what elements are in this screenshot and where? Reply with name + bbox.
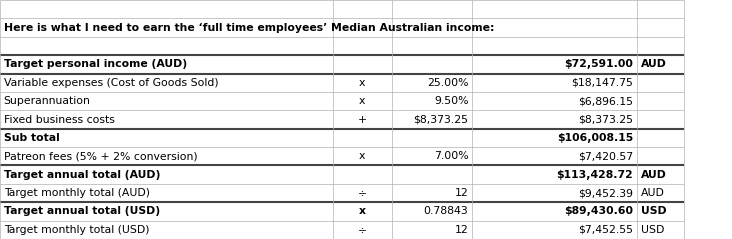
Text: 12: 12: [455, 225, 468, 235]
Text: $89,430.60: $89,430.60: [564, 206, 633, 217]
Text: ÷: ÷: [358, 188, 367, 198]
Text: 9.50%: 9.50%: [434, 96, 468, 106]
Text: USD: USD: [640, 225, 664, 235]
Text: $113,428.72: $113,428.72: [556, 170, 633, 180]
Text: Superannuation: Superannuation: [4, 96, 91, 106]
Text: x: x: [359, 78, 365, 88]
Text: $106,008.15: $106,008.15: [557, 133, 633, 143]
Text: $9,452.39: $9,452.39: [578, 188, 633, 198]
Text: Variable expenses (Cost of Goods Sold): Variable expenses (Cost of Goods Sold): [4, 78, 218, 88]
Text: Here is what I need to earn the ‘full time employees’ Median Australian income:: Here is what I need to earn the ‘full ti…: [4, 22, 494, 33]
Text: $6,896.15: $6,896.15: [578, 96, 633, 106]
Text: Fixed business costs: Fixed business costs: [4, 114, 114, 125]
Text: +: +: [358, 114, 367, 125]
Text: Target annual total (USD): Target annual total (USD): [4, 206, 160, 217]
Text: Patreon fees (5% + 2% conversion): Patreon fees (5% + 2% conversion): [4, 151, 198, 161]
Text: x: x: [359, 96, 365, 106]
Text: Target annual total (AUD): Target annual total (AUD): [4, 170, 160, 180]
Text: $7,452.55: $7,452.55: [578, 225, 633, 235]
Text: AUD: AUD: [640, 170, 666, 180]
Text: $8,373.25: $8,373.25: [578, 114, 633, 125]
Text: $72,591.00: $72,591.00: [564, 59, 633, 69]
Text: USD: USD: [640, 206, 666, 217]
Text: 25.00%: 25.00%: [427, 78, 468, 88]
Text: AUD: AUD: [640, 188, 665, 198]
Text: 12: 12: [455, 188, 468, 198]
Text: Target monthly total (USD): Target monthly total (USD): [4, 225, 149, 235]
Text: Sub total: Sub total: [4, 133, 59, 143]
Text: Target monthly total (AUD): Target monthly total (AUD): [4, 188, 149, 198]
Text: AUD: AUD: [640, 59, 666, 69]
Text: 7.00%: 7.00%: [434, 151, 468, 161]
Text: $7,420.57: $7,420.57: [578, 151, 633, 161]
Text: Target personal income (AUD): Target personal income (AUD): [4, 59, 187, 69]
Text: x: x: [359, 151, 365, 161]
Text: x: x: [359, 206, 366, 217]
Text: $8,373.25: $8,373.25: [414, 114, 468, 125]
Text: $18,147.75: $18,147.75: [571, 78, 633, 88]
Text: 0.78843: 0.78843: [424, 206, 468, 217]
Text: ÷: ÷: [358, 225, 367, 235]
